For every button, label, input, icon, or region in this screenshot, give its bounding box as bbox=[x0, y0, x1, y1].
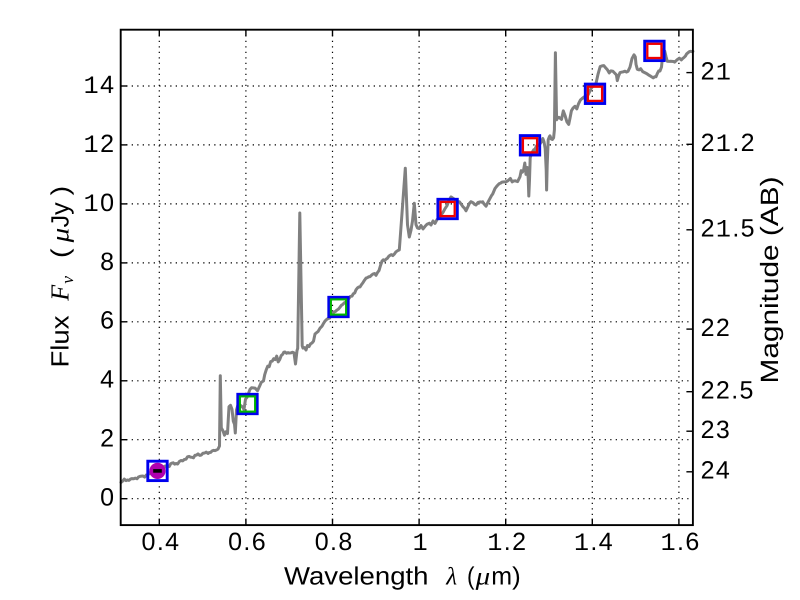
svg-text:22.5: 22.5 bbox=[701, 377, 755, 405]
svg-text:10: 10 bbox=[84, 189, 116, 219]
svg-text:14: 14 bbox=[84, 71, 116, 101]
svg-text:24: 24 bbox=[701, 457, 732, 485]
svg-text:1: 1 bbox=[413, 529, 429, 558]
svg-text:FluxFν(μJy): FluxFν(μJy) bbox=[45, 186, 77, 368]
svg-text:0.8: 0.8 bbox=[315, 528, 354, 556]
svg-text:4: 4 bbox=[100, 366, 115, 394]
svg-text:22: 22 bbox=[701, 314, 732, 342]
svg-text:0.4: 0.4 bbox=[142, 528, 181, 556]
svg-text:6: 6 bbox=[100, 307, 115, 335]
svg-text:1.2: 1.2 bbox=[487, 528, 527, 558]
svg-text:21: 21 bbox=[701, 58, 733, 88]
svg-text:8: 8 bbox=[100, 248, 115, 276]
svg-text:23: 23 bbox=[701, 416, 732, 444]
svg-text:Magnitude (AB): Magnitude (AB) bbox=[756, 177, 784, 384]
svg-text:2: 2 bbox=[100, 425, 115, 453]
svg-text:1.6: 1.6 bbox=[661, 528, 701, 558]
svg-text:12: 12 bbox=[84, 130, 116, 160]
svg-text:0: 0 bbox=[100, 484, 115, 512]
svg-text:21.5: 21.5 bbox=[701, 215, 756, 245]
svg-text:0.6: 0.6 bbox=[228, 528, 267, 556]
svg-text:21.2: 21.2 bbox=[701, 129, 756, 159]
svg-text:1.4: 1.4 bbox=[574, 528, 614, 558]
